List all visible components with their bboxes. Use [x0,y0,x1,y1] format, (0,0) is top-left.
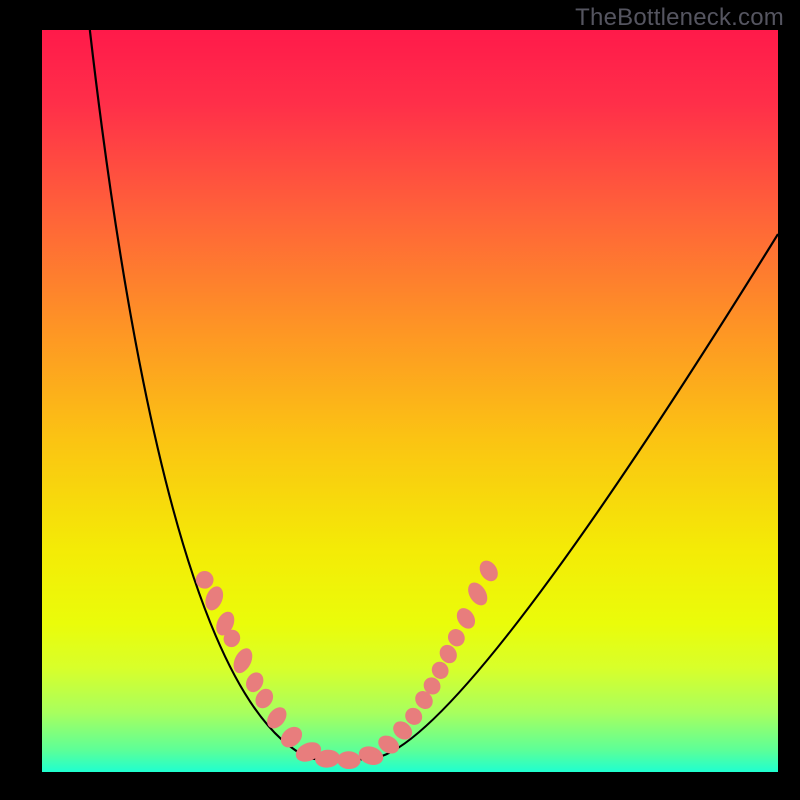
gradient-backdrop [42,30,778,772]
plot-area [42,30,778,772]
chart-svg [42,30,778,772]
chart-stage: TheBottleneck.com [0,0,800,800]
watermark-text: TheBottleneck.com [575,4,784,32]
